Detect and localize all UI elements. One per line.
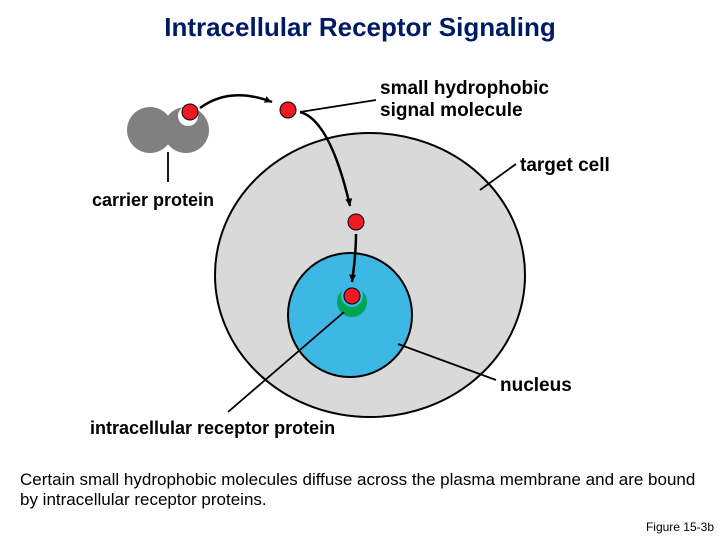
diagram (0, 0, 720, 540)
slide: Intracellular Receptor Signaling small h… (0, 0, 720, 540)
label-nucleus: nucleus (500, 375, 572, 397)
caption-text: Certain small hydrophobic molecules diff… (20, 470, 700, 510)
label-carrier-protein: carrier protein (92, 190, 214, 211)
label-intracellular-receptor: intracellular receptor protein (90, 418, 335, 439)
label-signal-molecule: small hydrophobic signal molecule (380, 78, 549, 122)
figure-reference: Figure 15-3b (646, 520, 714, 534)
label-target-cell: target cell (520, 155, 610, 177)
